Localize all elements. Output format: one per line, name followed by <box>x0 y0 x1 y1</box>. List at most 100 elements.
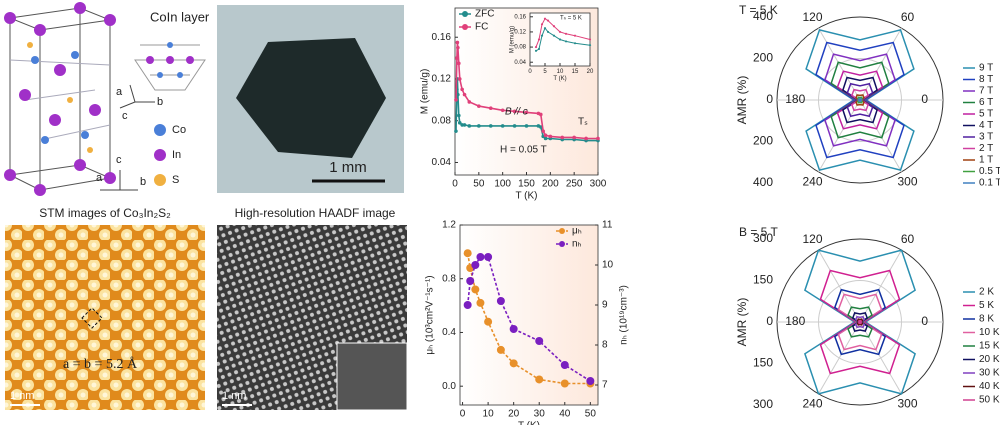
y-tick-label: 0.08 <box>432 115 452 126</box>
y2-axis-label: nₕ (10¹⁹cm⁻³) <box>619 285 630 345</box>
series-curve <box>857 319 863 325</box>
grid-spoke <box>859 321 902 395</box>
data-point <box>512 124 517 128</box>
unit-cell <box>81 307 103 329</box>
theta-tick-label: 240 <box>802 396 822 410</box>
data-point <box>543 17 547 20</box>
data-point <box>496 345 505 354</box>
legend-label: 7 T <box>979 86 993 97</box>
y-tick-label: 11 <box>602 220 613 231</box>
annotation: Tₛ <box>578 117 588 128</box>
atom-label: S <box>172 174 179 186</box>
legend-label: 0.5 T <box>979 166 1000 177</box>
x-tick-label: 10 <box>557 69 564 75</box>
theta-tick-label: 300 <box>897 396 917 410</box>
data-point <box>546 30 550 34</box>
r-tick-label: 400 <box>753 9 773 23</box>
legend-label: 30 K <box>979 368 1000 379</box>
x-tick-label: 0 <box>528 69 532 75</box>
data-point <box>457 77 462 81</box>
axis-a: a <box>116 86 123 98</box>
r-tick-label: 200 <box>753 134 773 148</box>
data-point <box>540 23 544 26</box>
theta-tick-label: 180 <box>785 314 805 328</box>
data-point <box>476 298 485 307</box>
data-point <box>535 337 544 345</box>
data-point <box>524 124 529 128</box>
data-point <box>560 361 569 369</box>
r-tick-label: 150 <box>753 356 773 370</box>
y-tick-label: 9 <box>602 300 608 311</box>
x-axis-label: T (K) <box>518 421 540 425</box>
theta-tick-label: 60 <box>901 10 915 24</box>
data-point <box>560 135 565 140</box>
theta-tick-label: 240 <box>802 174 822 188</box>
data-point <box>539 112 543 117</box>
annotation: Tₙ = 5 K <box>560 16 582 22</box>
chart-title: T = 5 K <box>739 3 778 17</box>
r-tick-label: 0 <box>766 314 773 328</box>
data-point <box>484 317 493 326</box>
scale-label: 1 nm <box>222 390 246 402</box>
data-point <box>454 129 458 133</box>
x-tick-label: 30 <box>534 409 546 420</box>
data-point <box>476 253 485 261</box>
theta-tick-label: 0 <box>921 314 928 328</box>
data-point <box>584 136 588 141</box>
legend-label: FC <box>475 22 488 33</box>
grid-spoke <box>859 99 902 173</box>
data-point <box>488 106 493 110</box>
x-tick-label: 20 <box>508 409 520 420</box>
data-point <box>477 104 481 108</box>
stm-image <box>5 225 205 410</box>
y-tick-label: 0.8 <box>442 273 456 284</box>
data-point <box>509 359 518 368</box>
data-point <box>548 134 553 139</box>
grid-spoke <box>859 27 902 101</box>
data-point <box>484 253 493 261</box>
data-point <box>460 87 464 92</box>
axis-a: a <box>96 172 103 184</box>
data-point <box>456 45 460 50</box>
data-point <box>457 113 461 118</box>
legend-label: 10 K <box>979 327 1000 338</box>
x-tick-label: 50 <box>585 409 597 420</box>
r-tick-label: 400 <box>753 175 773 189</box>
x-tick-label: 0 <box>452 179 458 190</box>
x-tick-label: 100 <box>494 179 511 190</box>
data-point <box>543 133 548 138</box>
y-tick-label: 0.16 <box>514 14 526 20</box>
data-point <box>471 261 480 269</box>
atoms <box>4 2 206 196</box>
data-point <box>524 110 529 115</box>
data-point <box>588 38 592 41</box>
plot-area <box>459 224 599 406</box>
x-tick-label: 40 <box>559 409 571 420</box>
x-tick-label: 250 <box>566 179 583 190</box>
data-point <box>543 136 548 141</box>
theta-tick-label: 120 <box>802 232 822 246</box>
x-tick-label: 20 <box>587 69 594 75</box>
data-point <box>543 27 547 30</box>
x-tick-label: 5 <box>543 69 547 75</box>
x-tick-label: 50 <box>473 179 485 190</box>
legend-label: 8 T <box>979 74 993 85</box>
data-point <box>471 285 480 294</box>
inset-image <box>336 342 408 411</box>
data-point <box>467 100 472 104</box>
data-point <box>596 136 600 141</box>
y-tick-label: 0.0 <box>442 381 456 392</box>
chart-title: B = 5 T <box>739 225 778 239</box>
legend-marker <box>559 241 565 247</box>
data-point <box>537 47 541 51</box>
y-tick-label: 0.08 <box>514 45 526 51</box>
y-tick-label: 10 <box>602 260 614 271</box>
data-point <box>512 109 517 114</box>
x-tick-label: 150 <box>518 179 535 190</box>
grid-spoke <box>818 321 861 395</box>
scale-label: 1 mm <box>329 159 367 176</box>
series-line <box>466 256 591 382</box>
data-point <box>558 30 562 34</box>
data-point <box>455 56 459 60</box>
data-point <box>573 42 577 45</box>
